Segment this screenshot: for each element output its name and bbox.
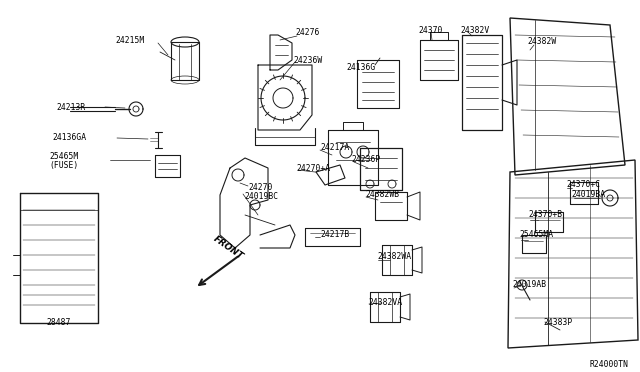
Text: 24276: 24276: [295, 28, 319, 37]
Text: 24270+A: 24270+A: [296, 164, 330, 173]
Text: R24000TN: R24000TN: [589, 360, 628, 369]
Text: 24215M: 24215M: [116, 36, 145, 45]
Text: (FUSE): (FUSE): [49, 161, 78, 170]
Text: 24136GA: 24136GA: [52, 133, 86, 142]
Text: 24217A: 24217A: [320, 143, 349, 152]
Text: 24213R: 24213R: [56, 103, 85, 112]
Text: 24019BC: 24019BC: [244, 192, 278, 201]
Text: 24136G: 24136G: [346, 63, 375, 72]
Text: 24382V: 24382V: [460, 26, 489, 35]
Text: 25465MA: 25465MA: [519, 230, 553, 239]
Text: 24236P: 24236P: [351, 155, 380, 164]
Text: 24382W: 24382W: [527, 37, 556, 46]
Text: 24270: 24270: [248, 183, 273, 192]
Text: 24236W: 24236W: [293, 56, 323, 65]
Text: 24217B: 24217B: [320, 230, 349, 239]
Text: 28487: 28487: [47, 318, 71, 327]
Text: 24382WB: 24382WB: [365, 190, 399, 199]
Text: 25465M: 25465M: [49, 152, 78, 161]
Text: 24382WA: 24382WA: [377, 252, 411, 261]
Text: 24019BA: 24019BA: [571, 190, 605, 199]
Text: FRONT: FRONT: [211, 234, 244, 262]
Text: 24370: 24370: [418, 26, 442, 35]
Text: 24019AB: 24019AB: [512, 280, 546, 289]
Text: 24383P: 24383P: [543, 318, 572, 327]
Text: 24370+B: 24370+B: [528, 210, 562, 219]
Text: 24370+C: 24370+C: [566, 180, 600, 189]
Text: 24382VA: 24382VA: [368, 298, 402, 307]
